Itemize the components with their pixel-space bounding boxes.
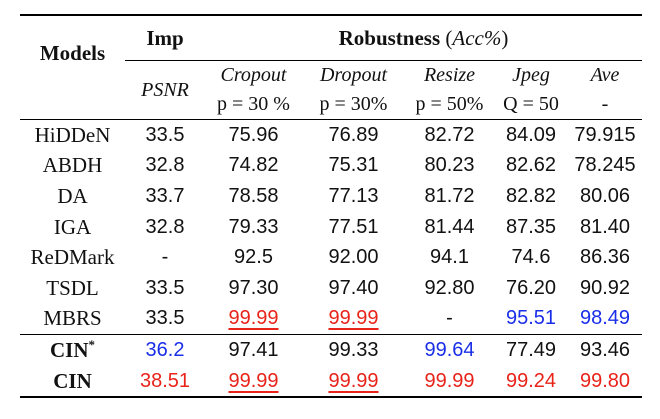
dropout-cell: 99.99 <box>302 365 405 399</box>
col-header-dropout: Dropout <box>319 64 388 86</box>
cropout-cell: 99.99 <box>205 365 302 399</box>
dropout-cell: 75.31 <box>328 154 379 177</box>
psnr-cell: 36.2 <box>125 334 205 366</box>
ave-cell: 80.06 <box>579 184 631 207</box>
resize-cell: 94.1 <box>430 246 469 269</box>
cropout-cell: 92.5 <box>234 246 273 269</box>
table-row: IGA 32.8 79.33 77.51 81.44 87.35 81.40 <box>20 212 642 243</box>
model-name: MBRS <box>43 306 102 331</box>
models-header-spacer <box>20 90 125 120</box>
ave-cell: 78.245 <box>574 154 636 177</box>
cropout-cell: 97.30 <box>228 276 279 299</box>
col-header-cropout: Cropout <box>220 64 287 86</box>
jpeg-cell: 99.24 <box>494 365 568 399</box>
model-superscript: * <box>88 337 96 353</box>
param-jpeg: Q = 50 <box>503 93 559 115</box>
model-name: ReDMark <box>30 245 115 270</box>
cropout-cell: 97.41 <box>205 334 302 366</box>
psnr-cell: 33.5 <box>145 276 185 299</box>
col-header-ave: Ave <box>590 64 620 86</box>
psnr-header: PSNR <box>141 78 189 101</box>
ave-cell: 90.92 <box>579 276 631 299</box>
table-row: CIN 38.51 99.99 99.99 99.99 99.24 99.80 <box>20 365 642 399</box>
jpeg-cell: 84.09 <box>494 118 568 151</box>
header-row-2: PSNR Cropout Dropout Resize Jpeg Ave <box>20 61 642 101</box>
jpeg-cell: 76.20 <box>505 276 557 299</box>
table-row: DA 33.7 78.58 77.13 81.72 82.82 80.06 <box>20 181 642 212</box>
table-row: HiDDeN 33.5 75.96 76.89 82.72 84.09 79.9… <box>20 118 642 151</box>
dropout-cell: 76.89 <box>302 118 405 151</box>
robustness-paren-close: ) <box>501 25 509 50</box>
cropout-cell: 75.96 <box>205 118 302 151</box>
dropout-cell: 99.33 <box>302 334 405 366</box>
model-name-text: CIN <box>49 338 89 363</box>
results-table: Models Imp Robustness (Acc%) PSNR Cropou… <box>20 14 642 399</box>
resize-cell: 81.44 <box>424 215 475 238</box>
jpeg-cell: 74.6 <box>511 246 551 269</box>
header-row-3: p = 30 % p = 30% p = 50% Q = 50 - <box>20 90 642 120</box>
psnr-cell: 33.7 <box>145 184 185 207</box>
param-resize: p = 50% <box>415 93 484 115</box>
dropout-cell: 97.40 <box>328 276 379 299</box>
ave-cell: 93.46 <box>568 334 642 366</box>
model-name: TSDL <box>46 275 99 300</box>
table-row: MBRS 33.5 99.99 99.99 - 95.51 98.49 <box>20 304 642 335</box>
ave-cell: 81.40 <box>579 215 631 238</box>
cropout-cell: 74.82 <box>228 154 279 177</box>
cropout-cell: 79.33 <box>228 215 279 238</box>
model-name: ABDH <box>42 153 103 178</box>
ave-cell: 79.915 <box>568 118 642 151</box>
ave-cell: 98.49 <box>579 307 631 330</box>
resize-cell: 92.80 <box>424 276 475 299</box>
resize-cell: - <box>446 307 453 330</box>
model-name: HiDDeN <box>20 118 125 151</box>
resize-cell: 82.72 <box>405 118 494 151</box>
robustness-header: Robustness (Acc%) <box>205 14 642 61</box>
psnr-cell: 38.51 <box>125 365 205 399</box>
jpeg-cell: 95.51 <box>505 307 557 330</box>
model-name: DA <box>57 183 88 208</box>
jpeg-cell: 87.35 <box>505 215 557 238</box>
param-dropout: p = 30% <box>319 93 388 115</box>
cropout-cell: 99.99 <box>228 307 279 330</box>
dropout-cell: 77.51 <box>328 215 379 238</box>
psnr-cell: 32.8 <box>145 154 185 177</box>
resize-cell: 80.23 <box>424 154 475 177</box>
jpeg-cell: 77.49 <box>494 334 568 366</box>
model-name: IGA <box>53 214 92 239</box>
table-row: CIN* 36.2 97.41 99.33 99.64 77.49 93.46 <box>20 334 642 366</box>
cropout-cell: 78.58 <box>228 184 279 207</box>
dropout-cell: 92.00 <box>328 246 379 269</box>
dropout-cell: 99.99 <box>328 307 379 330</box>
resize-cell: 81.72 <box>424 184 475 207</box>
header-row-1: Models Imp Robustness (Acc%) <box>20 14 642 90</box>
model-name: CIN* <box>20 334 125 366</box>
param-ave: - <box>601 93 609 115</box>
imp-header: Imp <box>125 14 205 61</box>
table-row: ABDH 32.8 74.82 75.31 80.23 82.62 78.245 <box>20 151 642 182</box>
ave-cell: 86.36 <box>579 246 631 269</box>
psnr-cell: 33.5 <box>145 307 185 330</box>
col-header-jpeg: Jpeg <box>512 64 550 86</box>
table-row: TSDL 33.5 97.30 97.40 92.80 76.20 90.92 <box>20 273 642 304</box>
psnr-cell: - <box>161 246 169 269</box>
col-header-resize: Resize <box>423 64 476 86</box>
dropout-cell: 77.13 <box>328 184 379 207</box>
param-cropout: p = 30 % <box>217 93 290 115</box>
resize-cell: 99.99 <box>405 365 494 399</box>
resize-cell: 99.64 <box>405 334 494 366</box>
robustness-label: Robustness <box>338 25 441 50</box>
model-name: CIN <box>20 365 125 399</box>
robustness-acc: Acc% <box>452 25 502 50</box>
table-row: ReDMark - 92.5 92.00 94.1 74.6 86.36 <box>20 242 642 273</box>
models-header: Models <box>20 14 125 90</box>
psnr-cell: 33.5 <box>125 118 205 151</box>
jpeg-cell: 82.62 <box>505 154 557 177</box>
jpeg-cell: 82.82 <box>505 184 557 207</box>
psnr-cell: 32.8 <box>145 215 185 238</box>
robustness-paren-open: ( <box>445 25 453 50</box>
results-table-wrapper: Models Imp Robustness (Acc%) PSNR Cropou… <box>20 14 642 399</box>
ave-cell: 99.80 <box>568 365 642 399</box>
